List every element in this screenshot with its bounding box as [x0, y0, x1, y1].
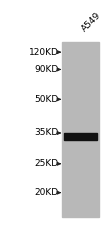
- Text: A549: A549: [80, 11, 103, 34]
- Text: 50KD: 50KD: [34, 95, 59, 104]
- Bar: [64, 133, 97, 140]
- Text: 35KD: 35KD: [34, 128, 59, 138]
- Text: 90KD: 90KD: [34, 65, 59, 74]
- Text: 120KD: 120KD: [29, 48, 59, 57]
- Text: 25KD: 25KD: [35, 159, 59, 168]
- Bar: [62, 42, 99, 217]
- Text: 20KD: 20KD: [35, 188, 59, 197]
